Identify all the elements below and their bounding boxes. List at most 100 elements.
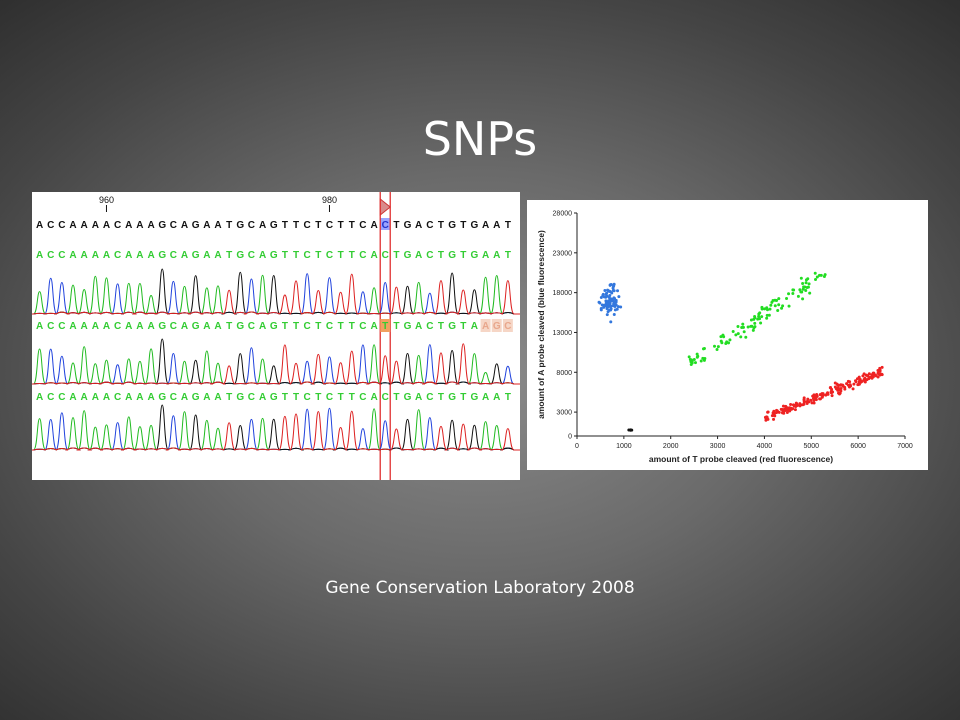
- scatter-point: [814, 278, 818, 282]
- scatter-point: [801, 403, 805, 407]
- scatter-point: [760, 305, 764, 309]
- x-tick-label: 7000: [897, 443, 913, 450]
- scatter-point: [806, 397, 810, 401]
- reference-base: T: [460, 220, 466, 231]
- base-call: T: [349, 250, 355, 261]
- base-call: A: [136, 392, 143, 403]
- scatter-point: [846, 379, 850, 383]
- reference-base: A: [493, 220, 500, 231]
- scatter-point: [798, 403, 802, 407]
- scatter-point: [610, 291, 614, 295]
- base-call: C: [170, 321, 177, 332]
- reference-base: A: [214, 220, 221, 231]
- scatter-point: [828, 386, 832, 390]
- reference-base: G: [192, 220, 200, 231]
- scatter-point: [860, 380, 864, 384]
- reference-base: T: [438, 220, 444, 231]
- reference-base: A: [136, 220, 143, 231]
- base-call: G: [493, 321, 501, 332]
- scatter-point: [780, 306, 784, 310]
- reference-base: C: [304, 220, 311, 231]
- scatter-point: [771, 298, 775, 302]
- reference-base: A: [482, 220, 489, 231]
- peak-trace-T: [32, 410, 520, 451]
- base-call: A: [125, 392, 132, 403]
- scatter-point: [612, 289, 616, 293]
- scatter-point: [867, 372, 871, 376]
- base-call: A: [259, 392, 266, 403]
- reference-base: A: [103, 220, 110, 231]
- base-call: T: [315, 321, 321, 332]
- base-call: T: [338, 392, 344, 403]
- scatter-point: [802, 396, 806, 400]
- reference-base: A: [81, 220, 88, 231]
- y-axis-label: amount of A probe cleaved (blue fluoresc…: [536, 230, 546, 419]
- base-call: G: [471, 392, 479, 403]
- base-call: T: [438, 392, 444, 403]
- scatter-point: [715, 348, 719, 352]
- base-call: G: [236, 250, 244, 261]
- base-call: T: [505, 250, 511, 261]
- base-call: C: [114, 250, 121, 261]
- base-call: C: [47, 250, 54, 261]
- scatter-point: [767, 313, 771, 317]
- scatter-point: [612, 284, 616, 288]
- scatter-point: [878, 366, 882, 370]
- scatter-point: [804, 281, 808, 285]
- base-call: C: [326, 321, 333, 332]
- base-call: T: [393, 321, 399, 332]
- scatter-point: [786, 408, 790, 412]
- scatter-point: [801, 282, 805, 286]
- scatter-cluster-3: [763, 365, 884, 422]
- scatter-point: [609, 307, 613, 311]
- scatter-point: [716, 345, 720, 349]
- scatter-point: [807, 282, 811, 286]
- y-tick-label: 13000: [553, 330, 573, 337]
- scatter-point: [741, 322, 745, 326]
- base-call: T: [393, 250, 399, 261]
- base-call: T: [505, 392, 511, 403]
- scatter-point: [805, 401, 809, 405]
- x-tick-label: 1000: [616, 443, 632, 450]
- base-call: C: [248, 321, 255, 332]
- base-call: C: [326, 250, 333, 261]
- scatter-point: [777, 297, 781, 301]
- scatter-point: [811, 397, 815, 401]
- reference-base: G: [448, 220, 456, 231]
- scatter-point: [746, 325, 750, 329]
- base-call: A: [181, 250, 188, 261]
- reference-base: G: [158, 220, 166, 231]
- scatter-point: [739, 335, 743, 339]
- scatter-point: [796, 294, 800, 298]
- base-call: A: [81, 321, 88, 332]
- reference-base: T: [505, 220, 511, 231]
- y-tick-label: 3000: [556, 410, 572, 417]
- scatter-point: [612, 296, 616, 300]
- reference-base: T: [293, 220, 299, 231]
- scatter-point: [609, 320, 613, 324]
- trace-1: [32, 268, 520, 315]
- scatter-cluster-1: [597, 282, 623, 324]
- base-call: A: [81, 392, 88, 403]
- scatter-point: [753, 316, 757, 320]
- scatter-point: [611, 304, 615, 308]
- scatter-point: [782, 409, 786, 413]
- scatter-point: [758, 317, 762, 321]
- scatter-point: [876, 369, 880, 373]
- scatter-point: [687, 355, 691, 359]
- scatter-point: [815, 275, 819, 279]
- y-tick-label: 28000: [553, 211, 573, 218]
- base-call: A: [471, 321, 478, 332]
- scatter-point: [835, 382, 839, 386]
- base-call: C: [382, 392, 389, 403]
- base-call: T: [293, 392, 299, 403]
- scatter-point: [785, 296, 789, 300]
- scatter-point: [837, 388, 841, 392]
- scatter-point: [688, 358, 692, 362]
- base-call: C: [170, 250, 177, 261]
- reference-base: C: [248, 220, 255, 231]
- trace-2: [32, 338, 520, 385]
- base-call: A: [482, 250, 489, 261]
- scatter-point: [703, 356, 707, 360]
- base-call: T: [338, 321, 344, 332]
